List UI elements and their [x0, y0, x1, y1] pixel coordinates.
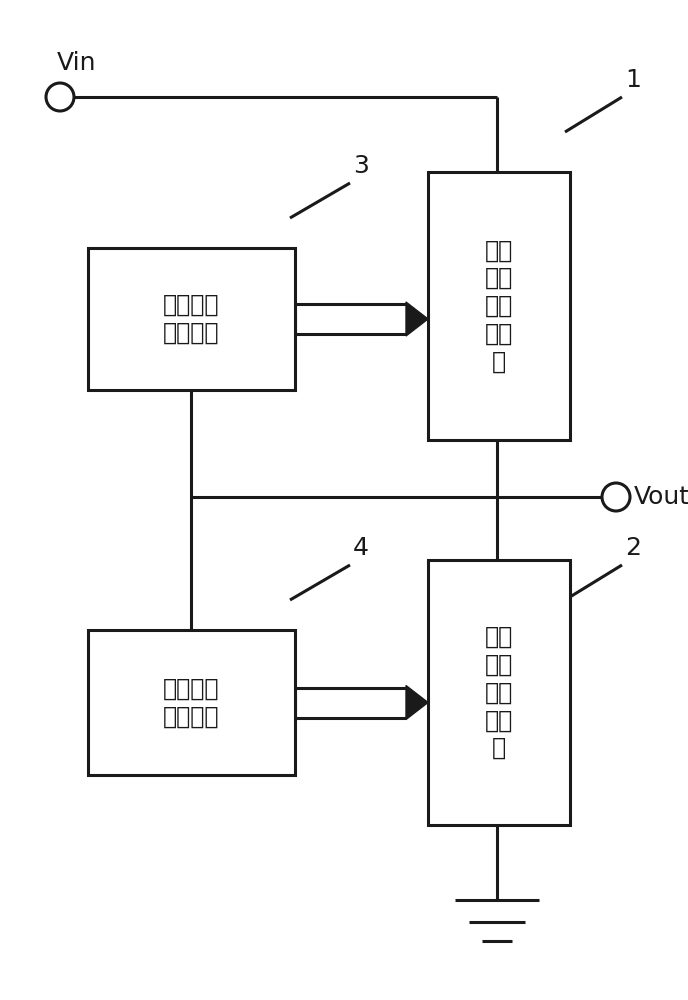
Text: 2: 2	[625, 536, 641, 560]
Text: 1: 1	[625, 68, 641, 92]
Bar	[88, 630, 295, 775]
Polygon shape	[406, 302, 428, 336]
Text: 3: 3	[353, 154, 369, 178]
Bar	[428, 172, 570, 440]
Text: 第一
分压
电子
元器
件: 第一 分压 电子 元器 件	[485, 238, 513, 374]
Bar	[428, 560, 570, 825]
Text: Vin: Vin	[57, 51, 96, 75]
Polygon shape	[406, 686, 428, 720]
Text: Vout: Vout	[634, 485, 688, 509]
Text: 欠压侦测
调节电路: 欠压侦测 调节电路	[163, 677, 219, 728]
Text: 第二
分压
电子
元器
件: 第二 分压 电子 元器 件	[485, 625, 513, 760]
Text: 4: 4	[353, 536, 369, 560]
Text: 过压侦测
调节电路: 过压侦测 调节电路	[163, 293, 219, 345]
Bar	[88, 248, 295, 390]
